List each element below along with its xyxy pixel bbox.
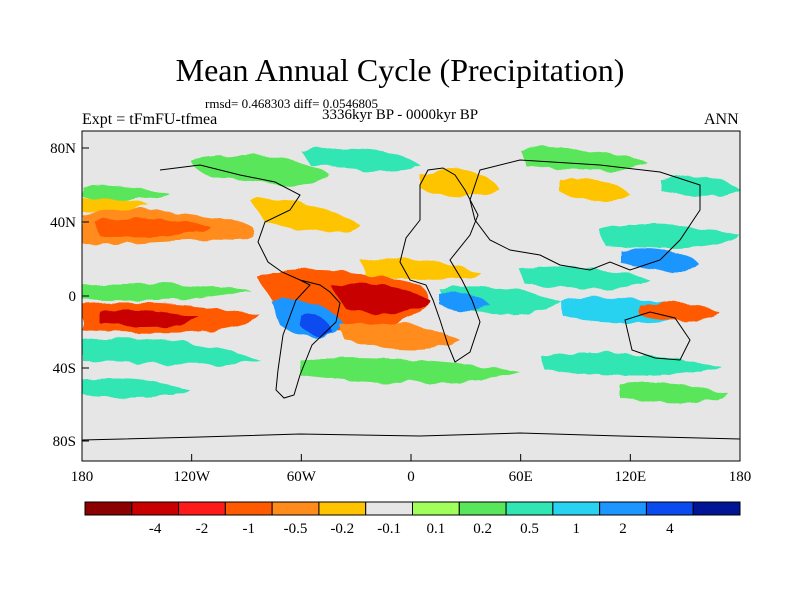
lon-tick-label: 180: [71, 469, 94, 485]
lat-tick-label: 40N: [50, 215, 76, 231]
map-field: [82, 131, 740, 461]
lat-tick-label: 80N: [50, 141, 76, 157]
colorbar-swatch: [552, 501, 601, 516]
colorbar-label: 0.5: [520, 521, 539, 537]
lat-tick-label: 0: [69, 289, 77, 305]
lat-tick-label: 80S: [53, 434, 76, 450]
continent-outlines: [82, 159, 740, 441]
colorbar-label: 1: [573, 521, 581, 537]
colorbar-swatch: [505, 501, 554, 516]
colorbar-label: 0.1: [427, 521, 446, 537]
colorbar-swatch: [224, 501, 273, 516]
colorbar-label: -0.2: [330, 521, 354, 537]
lat-tick-label: 40S: [53, 361, 76, 377]
rmsd-diff-stats: rmsd= 0.468303 diff= 0.0546805: [205, 96, 378, 111]
map-title: Mean Annual Cycle (Precipitation): [175, 52, 625, 88]
colorbar-label: -0.5: [284, 521, 308, 537]
colorbar-label: -0.1: [377, 521, 401, 537]
lon-tick-label: 120W: [173, 469, 211, 485]
colorbar-swatch: [692, 501, 741, 516]
colorbar-label: -1: [243, 521, 256, 537]
lon-tick-label: 60E: [509, 469, 533, 485]
lon-tick-label: 0: [407, 469, 415, 485]
lon-tick-label: 180: [729, 469, 752, 485]
longitude-axis: 180 120W 60W 0 60E 120E 180: [71, 454, 752, 485]
colorbar-swatch: [645, 501, 694, 516]
precip-anomaly-field: [82, 148, 740, 403]
lon-tick-label: 60W: [287, 469, 317, 485]
colorbar-swatch: [458, 501, 507, 516]
colorbar-swatch: [271, 501, 320, 516]
colorbar-label: -4: [149, 521, 162, 537]
colorbar-label: -2: [196, 521, 209, 537]
colorbar-label: 2: [619, 521, 627, 537]
colorbar-swatch: [131, 501, 180, 516]
lon-tick-label: 120E: [614, 469, 646, 485]
colorbar-swatch: [412, 501, 460, 516]
colorbar-swatch: [84, 501, 133, 516]
colorbar-swatch: [178, 501, 226, 516]
colorbar-label: 0.2: [473, 521, 492, 537]
colorbar: -4 -2 -1 -0.5 -0.2 -0.1 0.1 0.2 0.5 1 2 4: [84, 501, 741, 537]
time-period-label: 3336kyr BP - 0000kyr BP: [322, 107, 479, 123]
season-label: ANN: [704, 111, 739, 128]
colorbar-swatch: [318, 501, 367, 516]
latitude-axis: 80N 40N 0 40S 80S: [50, 141, 89, 450]
colorbar-swatch: [365, 501, 414, 516]
experiment-label: Expt = tFmFU-tfmea: [82, 111, 218, 128]
colorbar-label: 4: [666, 521, 674, 537]
colorbar-swatch: [599, 501, 647, 516]
